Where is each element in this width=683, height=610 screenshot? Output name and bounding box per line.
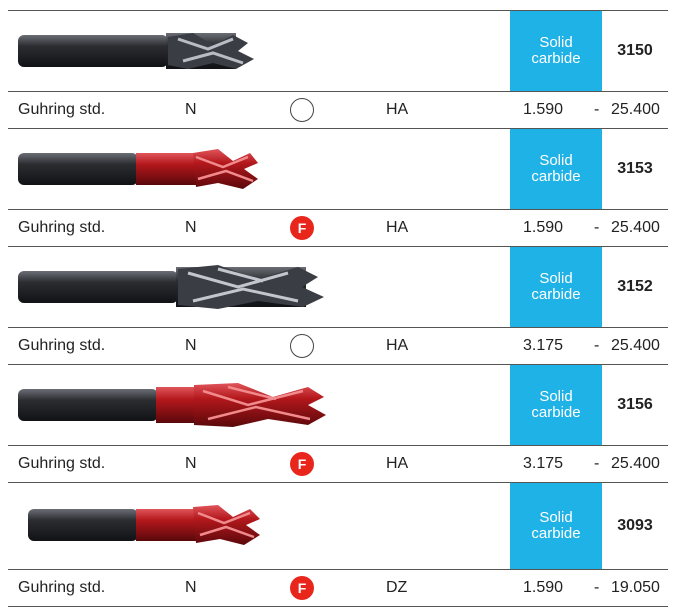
end-mill-image	[18, 33, 254, 69]
material-label: carbide	[531, 168, 581, 185]
shank-label: HA	[386, 219, 409, 236]
tool-image-row: Solid carbide 3152	[8, 246, 668, 327]
material-label: Solid	[539, 152, 573, 169]
coating-f-icon: F	[290, 216, 314, 240]
material-label: carbide	[531, 525, 581, 542]
shank-label: HA	[386, 337, 409, 354]
shank-label: DZ	[386, 579, 408, 596]
material-label: Solid	[539, 509, 573, 526]
standard-label: Guhring std.	[18, 101, 106, 118]
type-label: N	[185, 455, 197, 472]
material-cell: Solid carbide	[510, 483, 602, 569]
range-dash: -	[594, 579, 600, 596]
type-label: N	[185, 337, 197, 354]
article-number: 3152	[617, 278, 653, 295]
range-dash: -	[594, 455, 600, 472]
material-cell: Solid carbide	[510, 11, 602, 91]
standard-label: Guhring std.	[18, 579, 106, 596]
article-number: 3093	[617, 517, 653, 534]
tool-image-row: Solid carbide 3156	[8, 364, 668, 445]
diameter-max: 25.400	[611, 455, 660, 472]
standard-label: Guhring std.	[18, 337, 106, 354]
material-label: carbide	[531, 404, 581, 421]
material-cell: Solid carbide	[510, 129, 602, 209]
material-label: Solid	[539, 270, 573, 287]
diameter-max: 19.050	[611, 579, 660, 596]
shank-label: HA	[386, 455, 409, 472]
product-table: Solid carbide 3150 Guhring std. N HA 1.59…	[8, 10, 668, 607]
diameter-max: 25.400	[611, 219, 660, 236]
tool-image-row: Solid carbide 3093	[8, 482, 668, 569]
end-mill-image	[18, 265, 324, 309]
article-number: 3150	[617, 42, 653, 59]
spec-row: Guhring std. N HA 3.175 - 25.400	[8, 327, 668, 364]
coating-f-icon: F	[290, 576, 314, 600]
material-cell: Solid carbide	[510, 247, 602, 327]
article-number: 3156	[617, 396, 653, 413]
end-mill-image	[18, 149, 258, 189]
diameter-max: 25.400	[611, 101, 660, 118]
range-dash: -	[594, 101, 600, 118]
diameter-min: 1.590	[523, 101, 564, 118]
standard-label: Guhring std.	[18, 455, 106, 472]
spec-row: Guhring std. N F HA 3.175 - 25.400	[8, 445, 668, 482]
tool-image-row: Solid carbide 3150	[8, 10, 668, 91]
standard-label: Guhring std.	[18, 219, 106, 236]
diameter-min: 3.175	[523, 455, 564, 472]
diameter-min: 3.175	[523, 337, 564, 354]
spec-row: Guhring std. N F HA 1.590 - 25.400	[8, 209, 668, 246]
material-cell: Solid carbide	[510, 365, 602, 445]
spec-row: Guhring std. N F DZ 1.590 - 19.050	[8, 569, 668, 607]
material-label: carbide	[531, 50, 581, 67]
type-label: N	[185, 101, 197, 118]
diameter-min: 1.590	[523, 219, 564, 236]
shank-label: HA	[386, 101, 409, 118]
material-label: Solid	[539, 34, 573, 51]
coating-f-icon: F	[290, 452, 314, 476]
article-number: 3153	[617, 160, 653, 177]
material-label: Solid	[539, 388, 573, 405]
type-label: N	[185, 579, 197, 596]
end-mill-image	[28, 505, 260, 545]
tool-image-row: Solid carbide 3153	[8, 128, 668, 209]
uncoated-circle-icon	[290, 98, 314, 122]
range-dash: -	[594, 219, 600, 236]
uncoated-circle-icon	[290, 334, 314, 358]
type-label: N	[185, 219, 197, 236]
end-mill-image	[18, 383, 326, 427]
range-dash: -	[594, 337, 600, 354]
material-label: carbide	[531, 286, 581, 303]
diameter-max: 25.400	[611, 337, 660, 354]
spec-row: Guhring std. N HA 1.590 - 25.400	[8, 91, 668, 128]
diameter-min: 1.590	[523, 579, 564, 596]
